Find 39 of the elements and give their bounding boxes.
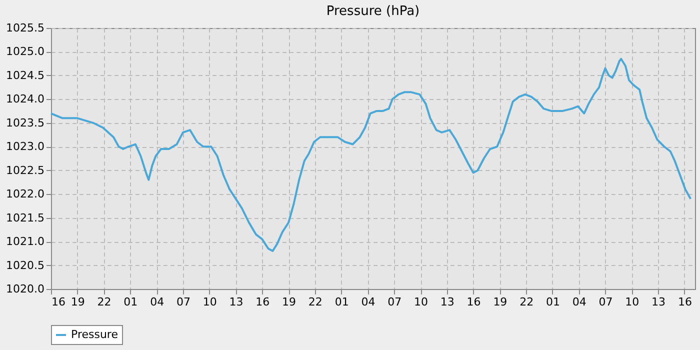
x-tick-label: 07 (176, 296, 190, 308)
x-tick-label: 04 (150, 296, 164, 308)
y-tick-label: 1021.5 (6, 211, 44, 224)
x-tick-label: 13 (652, 296, 666, 308)
legend-label: Pressure (71, 328, 118, 341)
x-tick-label: 13 (229, 296, 244, 308)
y-tick-label: 1020.0 (6, 282, 44, 296)
x-tick-label: 07 (388, 296, 402, 308)
x-tick-label: 22 (97, 296, 112, 308)
x-tick-label: 10 (414, 296, 428, 308)
x-tick-label: 01 (124, 296, 138, 308)
x-tick-label: 22 (308, 296, 322, 308)
x-tick-label: 19 (282, 296, 296, 308)
x-tick-label: 04 (572, 296, 586, 308)
y-tick-label: 1023.0 (6, 140, 44, 154)
y-tick-label: 1025.5 (6, 22, 44, 34)
x-tick-label: 16 (466, 296, 481, 308)
x-tick-label: 16 (52, 296, 66, 308)
y-tick-label: 1024.5 (6, 68, 44, 82)
x-tick-label: 01 (546, 296, 560, 308)
chart-title: Pressure (hPa) (326, 4, 420, 19)
x-tick-label: 22 (520, 296, 534, 308)
x-tick-label: 16 (256, 296, 270, 308)
x-tick-label: 10 (625, 296, 640, 308)
y-tick-label: 1022.0 (6, 188, 44, 201)
x-tick-label: 19 (493, 296, 508, 308)
x-tick-label: 04 (361, 296, 376, 308)
x-tick-label: 10 (202, 296, 217, 308)
x-tick-label: 19 (70, 296, 85, 308)
x-tick-label: 16 (678, 296, 692, 308)
y-tick-label: 1025.0 (6, 45, 44, 58)
x-tick-label: 01 (334, 296, 349, 308)
x-tick-label: 13 (440, 296, 454, 308)
y-tick-label: 1022.5 (6, 164, 44, 177)
y-tick-label: 1024.0 (6, 92, 44, 106)
y-tick-label: 1023.5 (6, 116, 44, 130)
y-tick-label: 1021.0 (6, 235, 44, 248)
x-tick-label: 07 (598, 296, 613, 308)
y-tick-label: 1020.5 (6, 258, 44, 272)
